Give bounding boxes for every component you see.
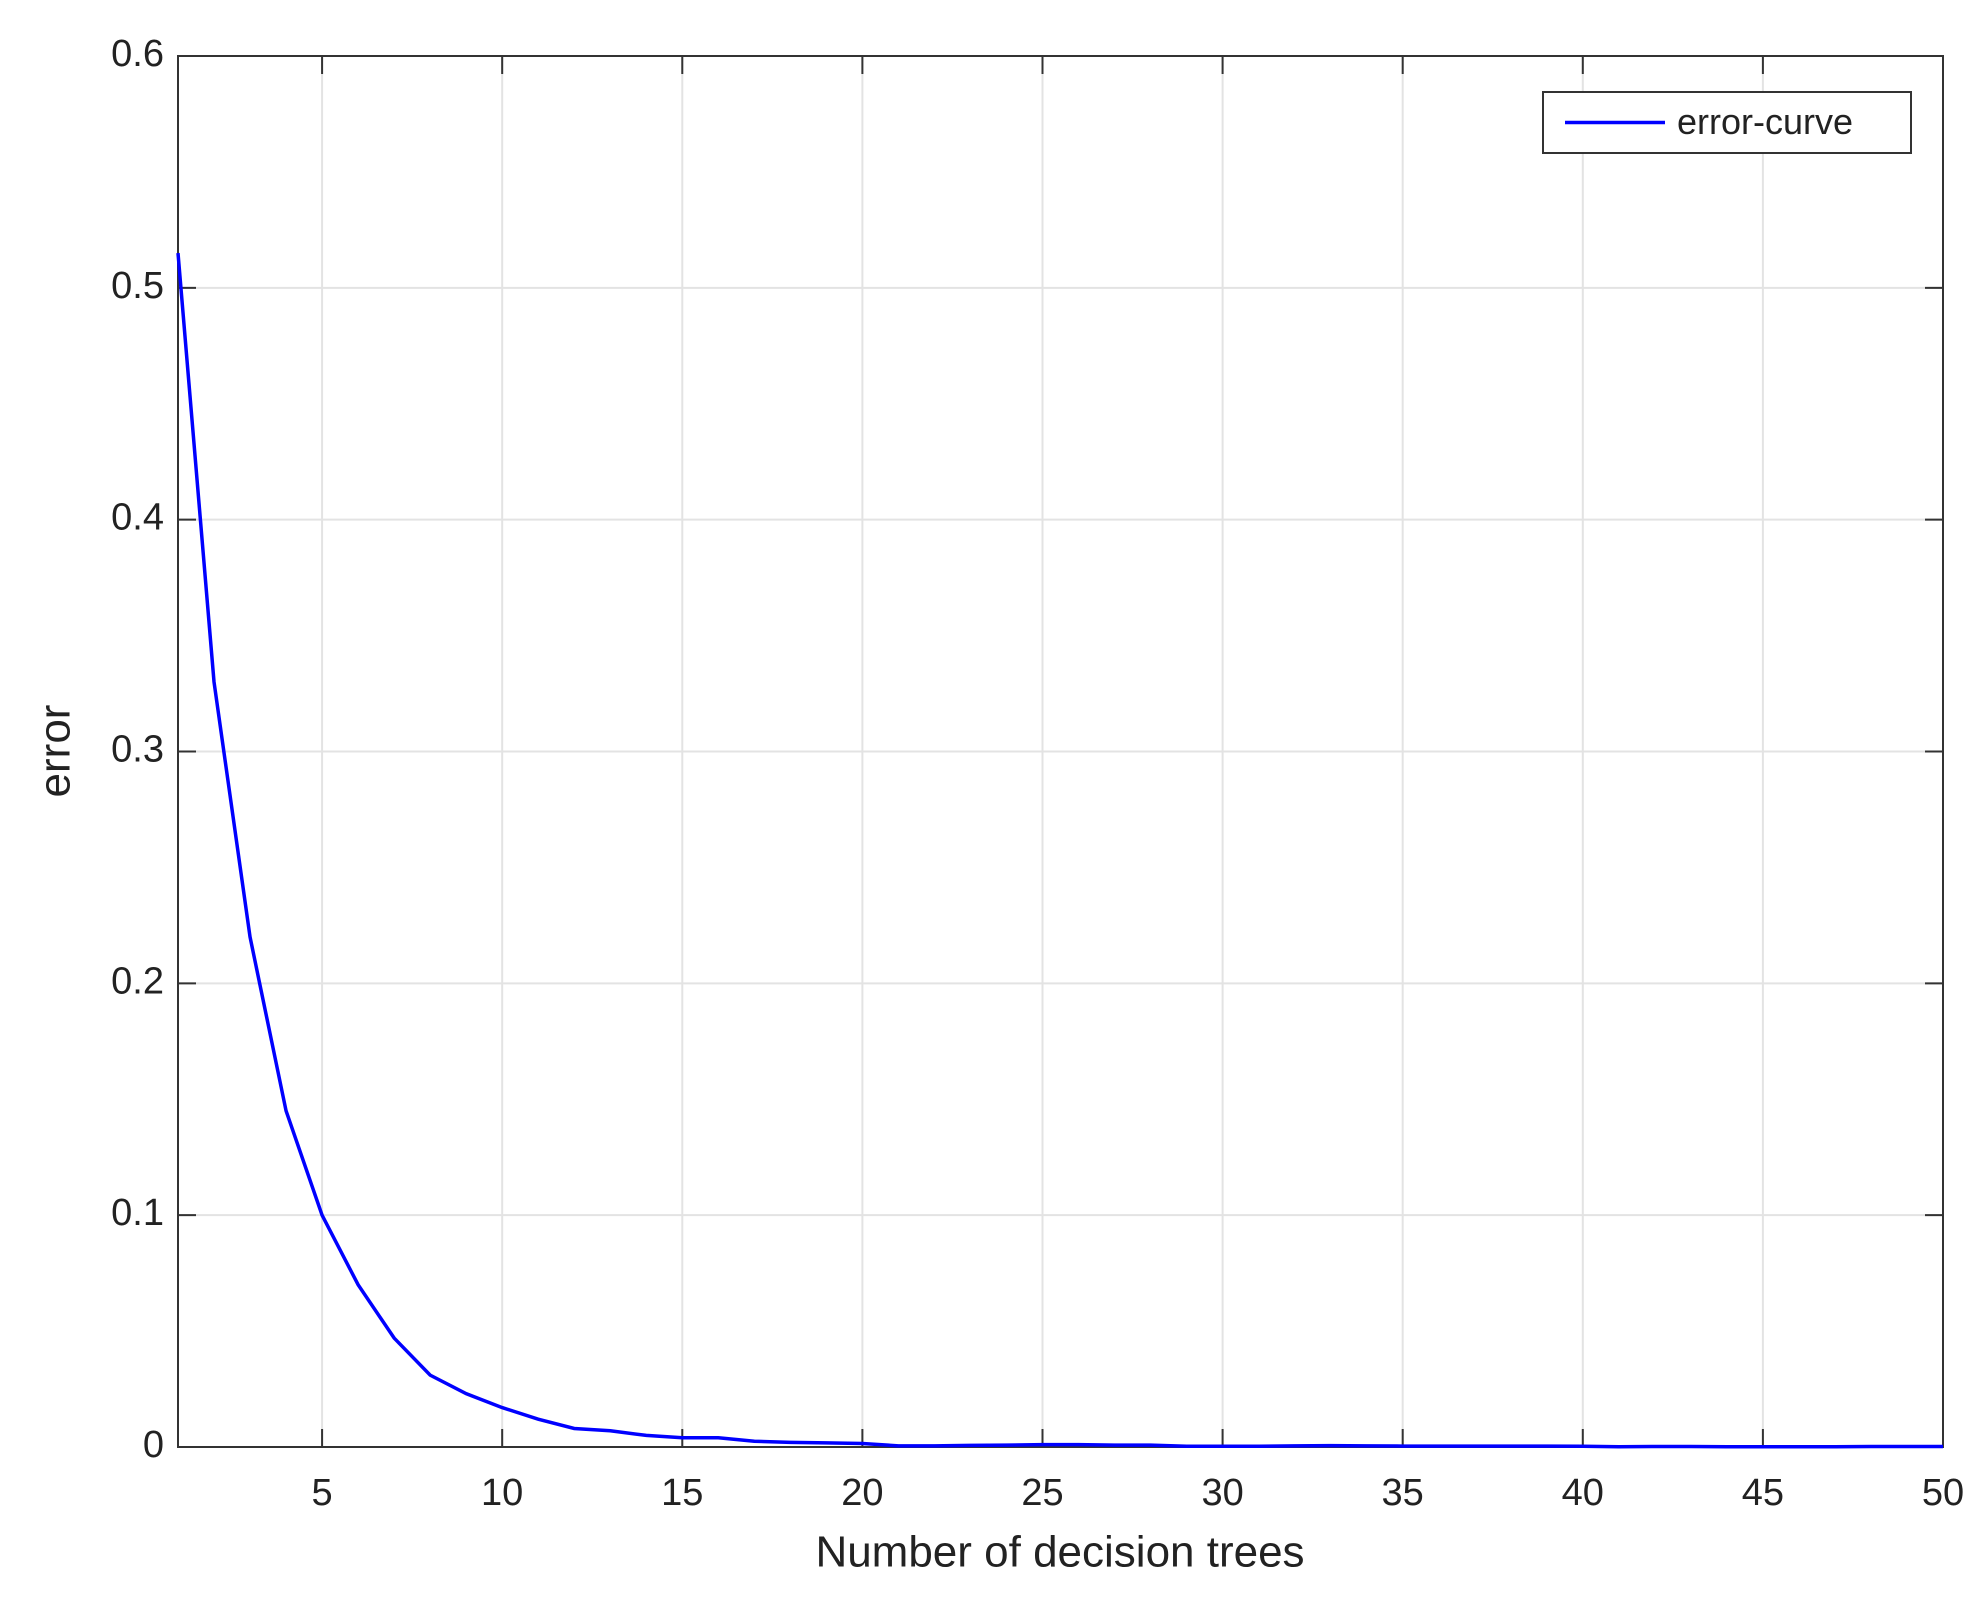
x-tick-label: 45 xyxy=(1742,1472,1784,1514)
legend-label: error-curve xyxy=(1677,101,1853,142)
data-line xyxy=(176,252,1943,1449)
x-tick-label: 30 xyxy=(1201,1472,1243,1514)
x-tick-label: 40 xyxy=(1562,1472,1604,1514)
y-tick-label: 0 xyxy=(143,1424,164,1466)
y-tick-label: 0.2 xyxy=(111,960,164,1002)
y-tick-label: 0.1 xyxy=(111,1192,164,1234)
y-tick-label: 0.3 xyxy=(111,729,164,771)
axes-frame xyxy=(177,55,1944,1448)
y-tick-label: 0.4 xyxy=(111,497,164,539)
x-tick-label: 20 xyxy=(841,1472,883,1514)
x-tick-label: 15 xyxy=(661,1472,703,1514)
y-tick-label: 0.6 xyxy=(111,33,164,75)
x-tick-label: 5 xyxy=(312,1472,333,1514)
y-tick-label: 0.5 xyxy=(111,265,164,307)
y-axis-label: error xyxy=(31,705,80,798)
x-tick-label: 10 xyxy=(481,1472,523,1514)
x-axis-label: Number of decision trees xyxy=(815,1528,1304,1577)
x-tick-label: 35 xyxy=(1382,1472,1424,1514)
x-tick-label: 50 xyxy=(1922,1472,1964,1514)
x-tick-label: 25 xyxy=(1021,1472,1063,1514)
